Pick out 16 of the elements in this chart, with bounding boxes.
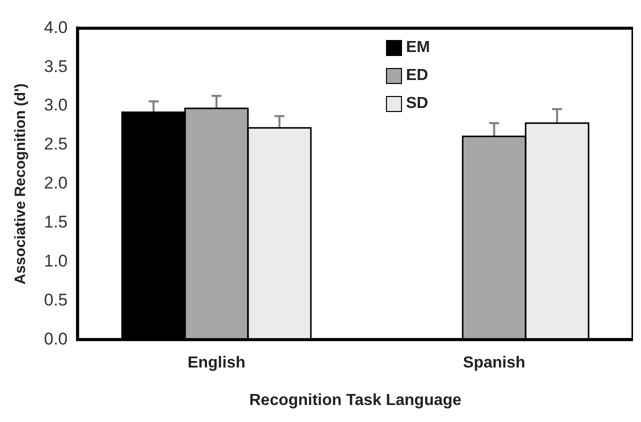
x-tick-label: Spanish [463, 354, 526, 372]
y-tick-label: 1.0 [44, 251, 68, 270]
y-tick-label: 2.0 [44, 174, 68, 193]
y-tick-label: 0.0 [44, 329, 68, 348]
y-tick-label: 3.0 [44, 96, 68, 115]
legend-label: EM [406, 38, 430, 58]
y-tick-label: 1.5 [44, 212, 68, 232]
legend-label: SD [406, 94, 428, 114]
y-axis-title: Associative Recognition (d') [12, 83, 30, 284]
x-axis-title: Recognition Task Language [249, 392, 462, 409]
y-tick-label: 4.0 [44, 18, 68, 37]
y-tick-label: 0.5 [44, 290, 68, 310]
legend-label: ED [406, 66, 428, 86]
x-tick-label: English [188, 354, 246, 372]
y-tick-label: 2.5 [44, 134, 68, 154]
y-tick-label: 3.5 [44, 56, 68, 76]
